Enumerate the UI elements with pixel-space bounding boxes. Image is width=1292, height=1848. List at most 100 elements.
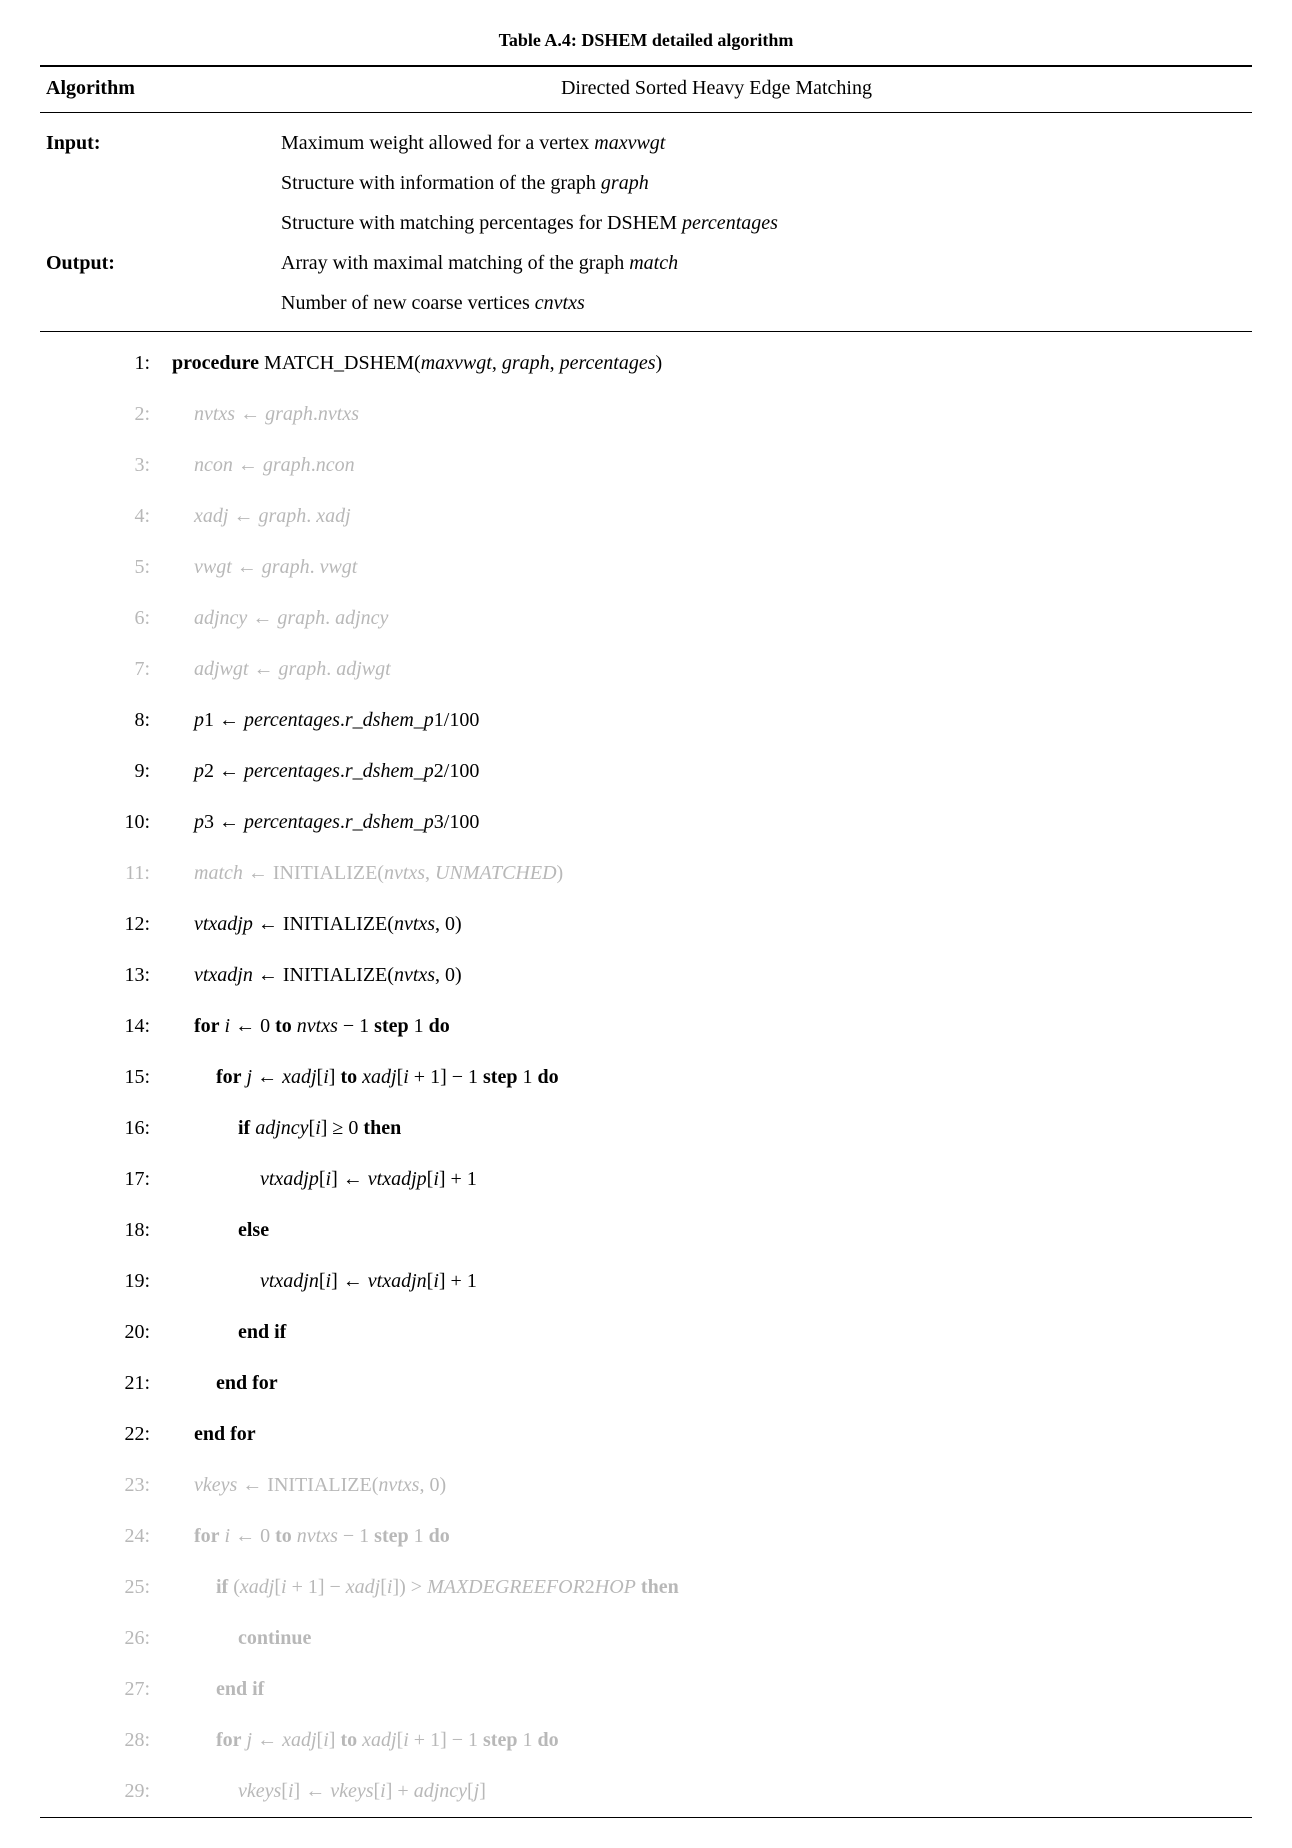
line-number: 16: (40, 1103, 172, 1154)
line-number: 25: (40, 1562, 172, 1613)
io-row: Number of new coarse vertices cnvtxs (40, 283, 1252, 323)
algo-line: 10:p3 ← percentages.r_dshem_p3/100 (40, 797, 1252, 848)
code: match ← INITIALIZE(nvtxs, UNMATCHED) (172, 848, 1252, 899)
io-text: Structure with information of the graph … (281, 163, 1252, 203)
code: vtxadjp[i] ← vtxadjp[i] + 1 (172, 1154, 1252, 1205)
code: for j ← xadj[i] to xadj[i + 1] − 1 step … (172, 1715, 1252, 1766)
line-number: 5: (40, 542, 172, 593)
line-number: 24: (40, 1511, 172, 1562)
code: vtxadjp ← INITIALIZE(nvtxs, 0) (172, 899, 1252, 950)
io-label (40, 163, 281, 203)
line-number: 20: (40, 1307, 172, 1358)
algo-line: 1:procedure MATCH_DSHEM(maxvwgt, graph, … (40, 338, 1252, 389)
line-number: 14: (40, 1001, 172, 1052)
line-number: 11: (40, 848, 172, 899)
algo-line: 12:vtxadjp ← INITIALIZE(nvtxs, 0) (40, 899, 1252, 950)
algo-line: 9:p2 ← percentages.r_dshem_p2/100 (40, 746, 1252, 797)
line-number: 29: (40, 1766, 172, 1817)
code: vkeys ← INITIALIZE(nvtxs, 0) (172, 1460, 1252, 1511)
line-number: 22: (40, 1409, 172, 1460)
code: continue (172, 1613, 1252, 1664)
algo-line: 28:for j ← xadj[i] to xadj[i + 1] − 1 st… (40, 1715, 1252, 1766)
code: if adjncy[i] ≥ 0 then (172, 1103, 1252, 1154)
line-number: 15: (40, 1052, 172, 1103)
code: for i ← 0 to nvtxs − 1 step 1 do (172, 1511, 1252, 1562)
line-number: 13: (40, 950, 172, 1001)
io-text: Array with maximal matching of the graph… (281, 243, 1252, 283)
algo-line: 8:p1 ← percentages.r_dshem_p1/100 (40, 695, 1252, 746)
code: adjncy ← graph. adjncy (172, 593, 1252, 644)
io-text: Maximum weight allowed for a vertex maxv… (281, 123, 1252, 163)
code: else (172, 1205, 1252, 1256)
line-number: 7: (40, 644, 172, 695)
code: nvtxs ← graph.nvtxs (172, 389, 1252, 440)
algo-line: 18:else (40, 1205, 1252, 1256)
algo-line: 14:for i ← 0 to nvtxs − 1 step 1 do (40, 1001, 1252, 1052)
algo-line: 29:vkeys[i] ← vkeys[i] + adjncy[j] (40, 1766, 1252, 1817)
header-row: Algorithm Directed Sorted Heavy Edge Mat… (40, 67, 1252, 112)
algo-line: 5:vwgt ← graph. vwgt (40, 542, 1252, 593)
algo-line: 6:adjncy ← graph. adjncy (40, 593, 1252, 644)
algo-line: 20:end if (40, 1307, 1252, 1358)
line-number: 27: (40, 1664, 172, 1715)
algo-line: 15:for j ← xadj[i] to xadj[i + 1] − 1 st… (40, 1052, 1252, 1103)
algo-line: 22:end for (40, 1409, 1252, 1460)
code: vtxadjn[i] ← vtxadjn[i] + 1 (172, 1256, 1252, 1307)
io-label: Output: (40, 243, 281, 283)
code: vwgt ← graph. vwgt (172, 542, 1252, 593)
line-number: 12: (40, 899, 172, 950)
code: if (xadj[i + 1] − xadj[i]) > MAXDEGREEFO… (172, 1562, 1252, 1613)
line-number: 17: (40, 1154, 172, 1205)
algo-line: 27:end if (40, 1664, 1252, 1715)
line-number: 19: (40, 1256, 172, 1307)
algo-line: 19:vtxadjn[i] ← vtxadjn[i] + 1 (40, 1256, 1252, 1307)
code: for j ← xadj[i] to xadj[i + 1] − 1 step … (172, 1052, 1252, 1103)
io-row: Structure with information of the graph … (40, 163, 1252, 203)
algo-line: 25:if (xadj[i + 1] − xadj[i]) > MAXDEGRE… (40, 1562, 1252, 1613)
algo-line: 2:nvtxs ← graph.nvtxs (40, 389, 1252, 440)
line-number: 3: (40, 440, 172, 491)
io-row: Structure with matching percentages for … (40, 203, 1252, 243)
table-caption: Table A.4: DSHEM detailed algorithm (40, 30, 1252, 51)
code: end for (172, 1409, 1252, 1460)
algo-line: 24:for i ← 0 to nvtxs − 1 step 1 do (40, 1511, 1252, 1562)
code: p3 ← percentages.r_dshem_p3/100 (172, 797, 1252, 848)
io-block: Input:Maximum weight allowed for a verte… (40, 113, 1252, 331)
line-number: 4: (40, 491, 172, 542)
io-label (40, 283, 281, 323)
algo-line: 3:ncon ← graph.ncon (40, 440, 1252, 491)
code: end if (172, 1307, 1252, 1358)
code: for i ← 0 to nvtxs − 1 step 1 do (172, 1001, 1252, 1052)
algo-line: 17:vtxadjp[i] ← vtxadjp[i] + 1 (40, 1154, 1252, 1205)
code: procedure MATCH_DSHEM(maxvwgt, graph, pe… (172, 338, 1252, 389)
io-row: Output:Array with maximal matching of th… (40, 243, 1252, 283)
algorithm-body: 1:procedure MATCH_DSHEM(maxvwgt, graph, … (40, 332, 1252, 1817)
code: vkeys[i] ← vkeys[i] + adjncy[j] (172, 1766, 1252, 1817)
code: p1 ← percentages.r_dshem_p1/100 (172, 695, 1252, 746)
io-text: Structure with matching percentages for … (281, 203, 1252, 243)
code: vtxadjn ← INITIALIZE(nvtxs, 0) (172, 950, 1252, 1001)
header-left: Algorithm (40, 77, 281, 100)
code: ncon ← graph.ncon (172, 440, 1252, 491)
header-right: Directed Sorted Heavy Edge Matching (281, 77, 1252, 100)
algo-line: 4:xadj ← graph. xadj (40, 491, 1252, 542)
code: p2 ← percentages.r_dshem_p2/100 (172, 746, 1252, 797)
io-text: Number of new coarse vertices cnvtxs (281, 283, 1252, 323)
code: end for (172, 1358, 1252, 1409)
line-number: 8: (40, 695, 172, 746)
line-number: 26: (40, 1613, 172, 1664)
code: end if (172, 1664, 1252, 1715)
line-number: 6: (40, 593, 172, 644)
line-number: 23: (40, 1460, 172, 1511)
io-label (40, 203, 281, 243)
algo-line: 11:match ← INITIALIZE(nvtxs, UNMATCHED) (40, 848, 1252, 899)
rule-bottom (40, 1817, 1252, 1818)
algo-line: 16:if adjncy[i] ≥ 0 then (40, 1103, 1252, 1154)
algo-line: 23:vkeys ← INITIALIZE(nvtxs, 0) (40, 1460, 1252, 1511)
line-number: 10: (40, 797, 172, 848)
code: xadj ← graph. xadj (172, 491, 1252, 542)
line-number: 21: (40, 1358, 172, 1409)
line-number: 18: (40, 1205, 172, 1256)
line-number: 1: (40, 338, 172, 389)
algo-line: 21:end for (40, 1358, 1252, 1409)
